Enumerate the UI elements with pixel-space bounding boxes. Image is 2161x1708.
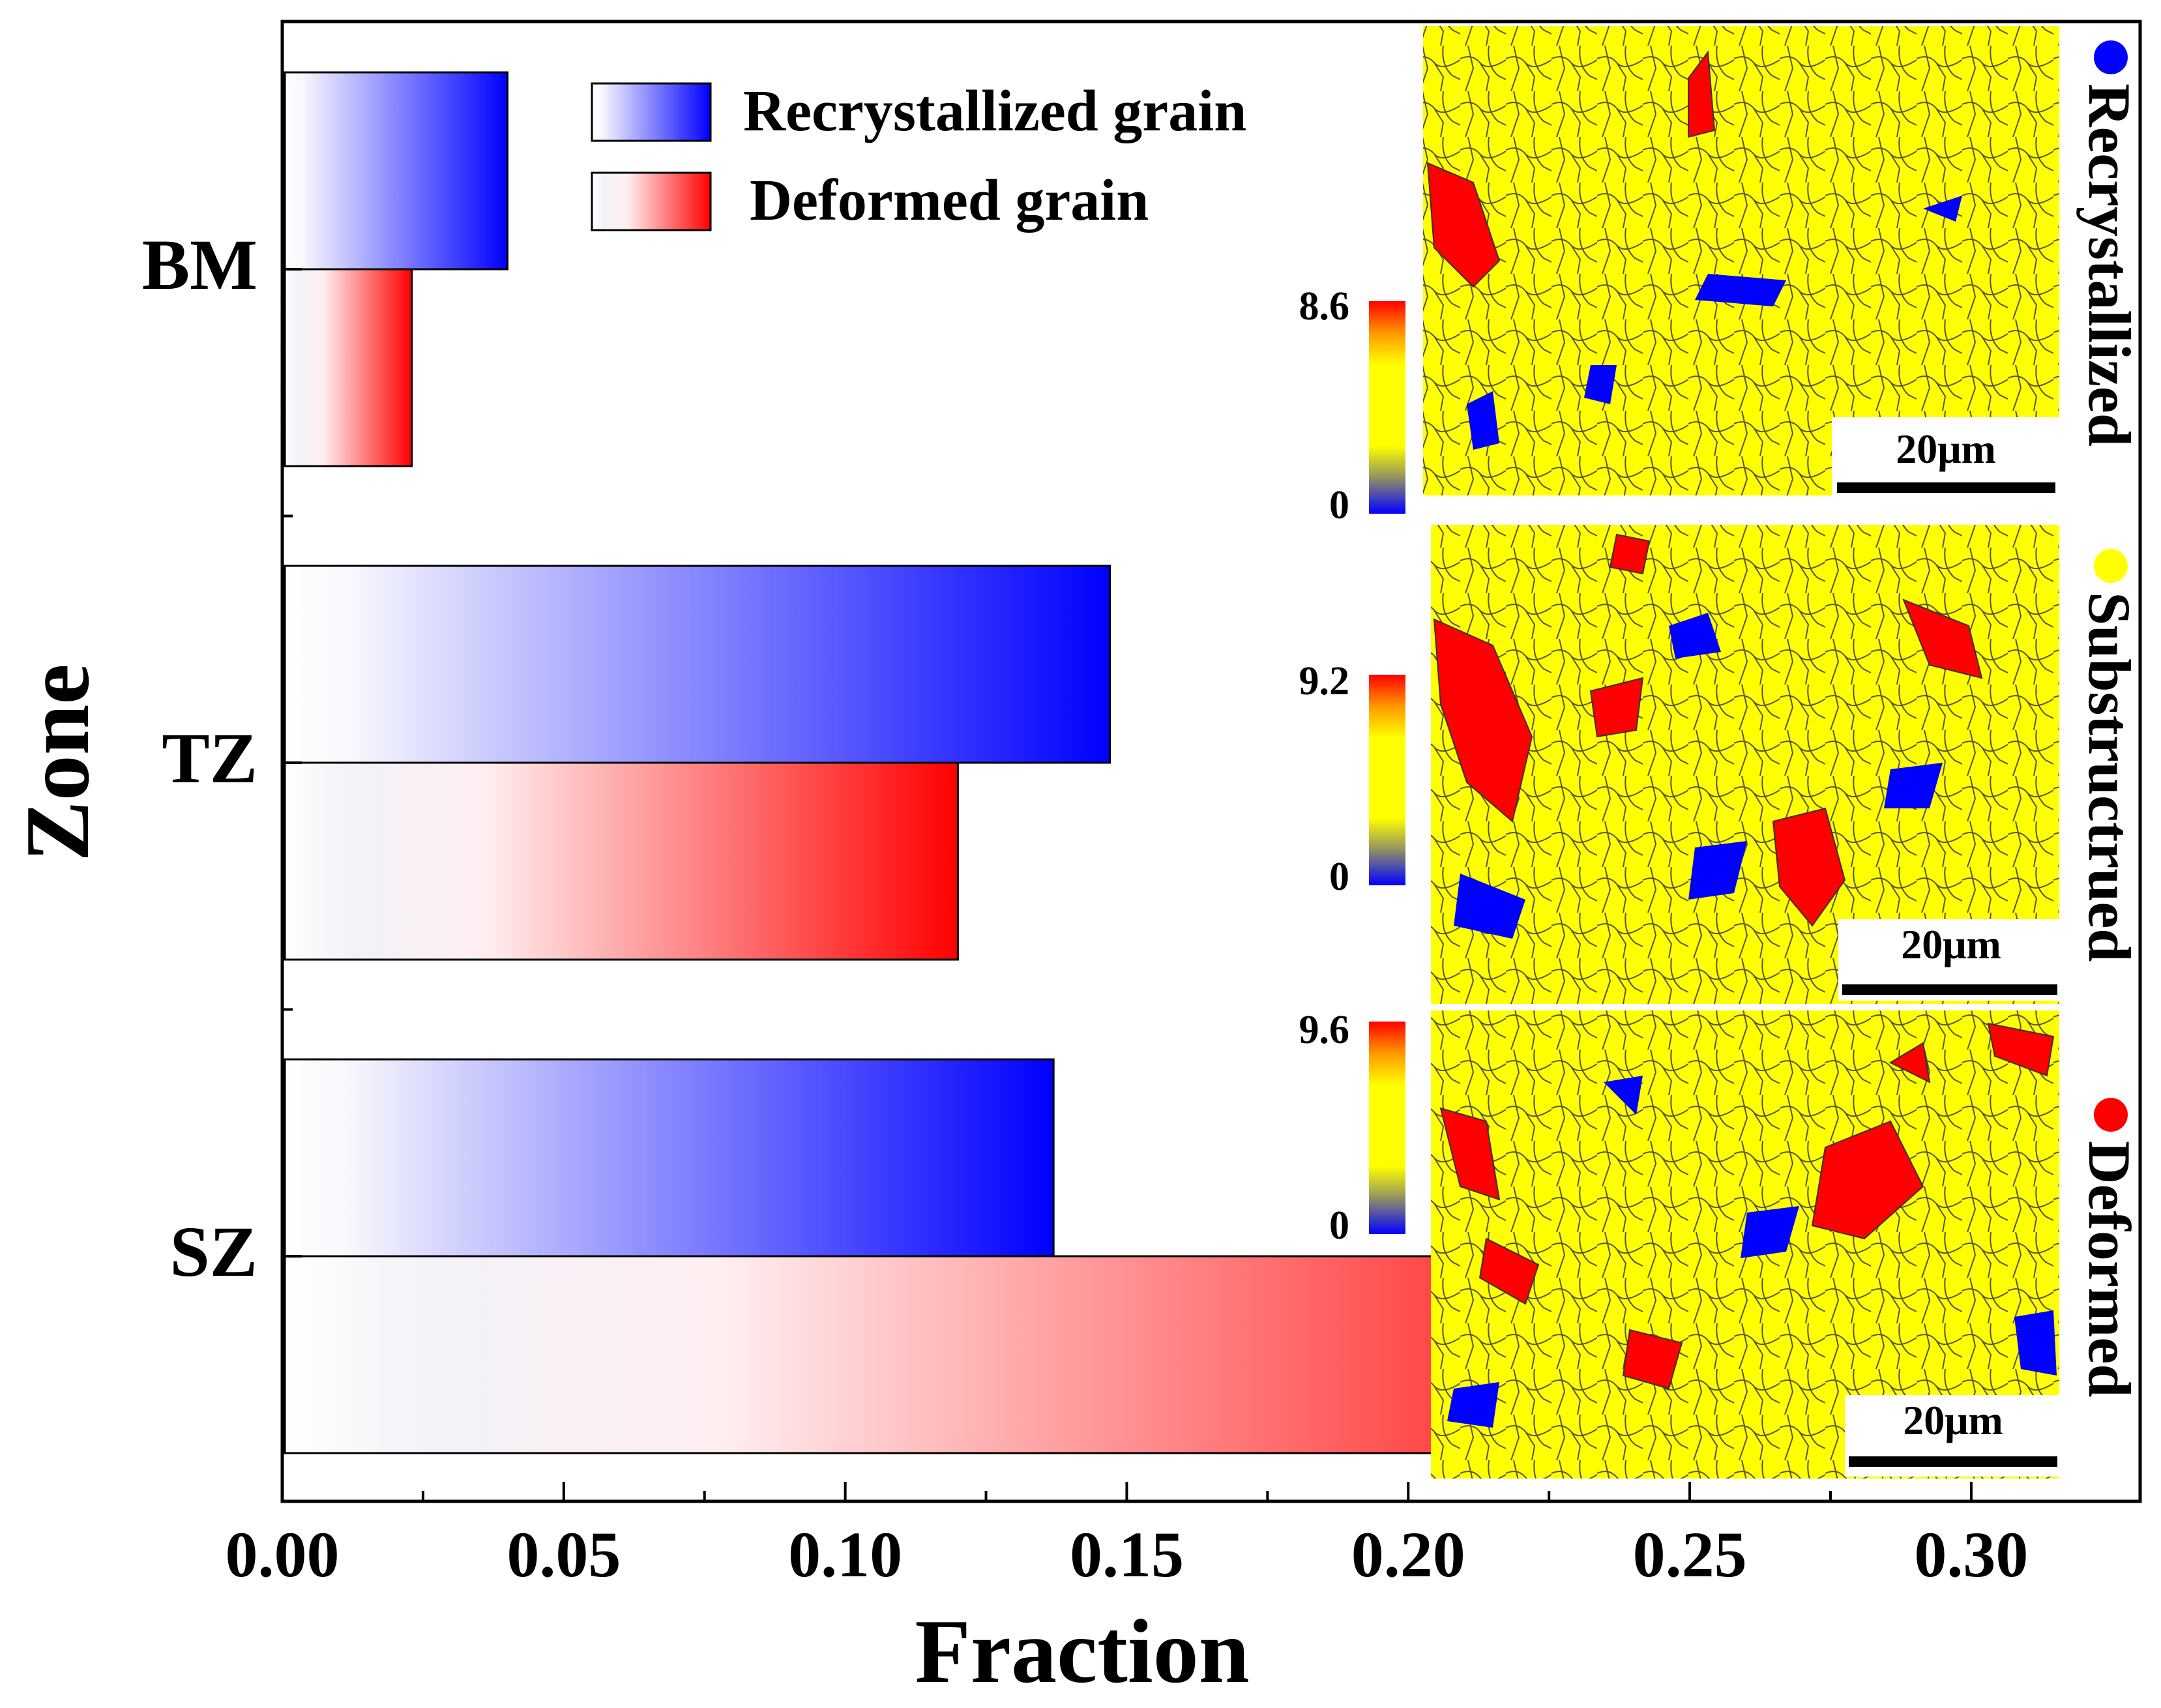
colorbar-bm: 8.6 0 [1299, 284, 1405, 527]
scale-bar-label: 20μm [1903, 1397, 2003, 1443]
colorbar-min-label: 0 [1329, 855, 1349, 899]
recrystallized-grain-region [1467, 196, 1962, 450]
legend-swatch-recrystallized [591, 82, 712, 142]
recrystallized-grain-region [1454, 613, 1943, 939]
map-bm: 20μm [1423, 26, 2059, 495]
scale-bar [1849, 1456, 2057, 1467]
legend-swatch-deformed [591, 171, 712, 231]
legend-label-recrystallized: Recrystallized grain [743, 79, 1246, 143]
bar-sz-recrystallized [284, 1058, 1055, 1258]
colorbar-max-label: 9.6 [1299, 1008, 1350, 1052]
colorbar-gradient [1369, 1022, 1405, 1234]
legend-dot-substructured [2094, 549, 2128, 583]
deformed-grain-region [1426, 50, 1716, 288]
colorbar-min-label: 0 [1329, 483, 1349, 527]
scale-bar [1837, 482, 2055, 493]
bar-bm-recrystallized [284, 71, 508, 271]
x-tick-label: 0.00 [226, 1518, 340, 1591]
colorbar-max-label: 9.2 [1299, 659, 1350, 703]
chart-legend: Recrystallized grain Deformed grain [591, 79, 1246, 233]
x-axis-title: Fraction [915, 1601, 1249, 1702]
deformed-grain-region [1439, 1022, 2055, 1390]
scale-bar-label: 20μm [1896, 426, 1996, 472]
y-tick-label-bm: BM [142, 225, 257, 304]
legend-dot-deformed [2094, 1098, 2128, 1132]
colorbar-min-label: 0 [1329, 1203, 1349, 1248]
x-tick-label: 0.20 [1351, 1518, 1465, 1591]
kam-colorbars: 8.6 0 9.2 0 9.6 0 [1299, 284, 1405, 1248]
legend-label-substructured-map: Substructrued [2076, 592, 2143, 962]
map-tz: 20μm [1431, 525, 2059, 1004]
x-tick-label: 0.05 [507, 1518, 621, 1591]
y-axis-title: Zone [7, 664, 108, 861]
bar-bm-deformed [284, 268, 413, 467]
legend-label-deformed-map: Deformed [2076, 1141, 2143, 1397]
bar-chart: BM TZ SZ 0.00 0.05 0.10 0.15 0.20 0.25 0.30 [142, 20, 2142, 1591]
x-tick-label: 0.10 [788, 1518, 902, 1591]
y-tick-label-sz: SZ [169, 1212, 257, 1291]
bar-tz-deformed [284, 761, 959, 961]
map-sz: 20μm [1431, 1010, 2059, 1479]
colorbar-sz: 9.6 0 [1299, 1008, 1405, 1248]
colorbar-tz: 9.2 0 [1299, 659, 1405, 899]
legend-dot-recrystallized [2094, 40, 2128, 74]
legend-label-deformed: Deformed grain [750, 168, 1149, 233]
scale-bar-label: 20μm [1901, 921, 2001, 967]
colorbar-max-label: 8.6 [1299, 284, 1350, 329]
recrystallized-grain-region [1447, 1076, 2057, 1428]
grain-type-legend: Recrystallized Substructrued Deformed [2076, 40, 2143, 1397]
bar-tz-recrystallized [284, 565, 1111, 764]
grain-maps: 20μm 20μm 20μm [1423, 26, 2059, 1479]
y-tick-label-tz: TZ [162, 718, 257, 798]
scale-bar [1842, 984, 2057, 995]
x-tick-label: 0.25 [1633, 1518, 1747, 1591]
deformed-grain-region [1433, 533, 1983, 927]
colorbar-gradient [1369, 301, 1405, 514]
colorbar-gradient [1369, 675, 1405, 885]
x-tick-label: 0.15 [1070, 1518, 1184, 1591]
legend-label-recrystallized-map: Recrystallized [2076, 83, 2143, 447]
x-tick-label: 0.30 [1914, 1518, 2028, 1591]
